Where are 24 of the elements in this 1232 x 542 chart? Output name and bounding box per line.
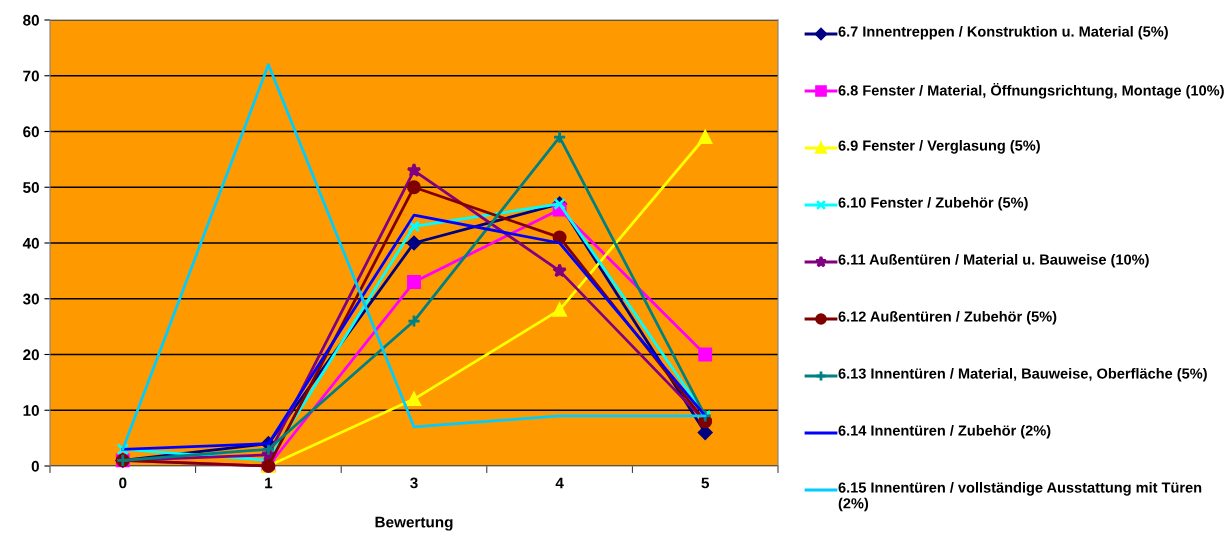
legend-label: 6.9 Fenster / Verglasung (5%) — [838, 140, 1040, 154]
x-tick-label: 5 — [701, 477, 710, 489]
x-axis-title: Bewertung — [375, 516, 453, 531]
legend-label: 6.13 Innentüren / Material, Bauweise, Oberfläche (5%) — [838, 368, 1207, 382]
y-tick-label: 0 — [31, 460, 39, 472]
legend-label: 6.12 Außentüren / Zubehör (5%) — [838, 311, 1057, 325]
legend-label: 6.10 Fenster / Zubehör (5%) — [838, 197, 1028, 211]
y-tick-label: 60 — [23, 126, 39, 138]
legend-label: 6.11 Außentüren / Material u. Bauweise (10%) — [838, 254, 1149, 268]
x-tick-label: 1 — [265, 477, 273, 489]
y-tick-label: 10 — [23, 405, 39, 416]
y-tick-label: 50 — [23, 182, 39, 193]
y-tick-label: 30 — [22, 293, 39, 305]
x-tick-label: 0 — [119, 477, 127, 489]
y-tick-label: 20 — [23, 349, 39, 361]
y-tick-label: 70 — [23, 70, 39, 82]
y-tick-label: 40 — [22, 237, 39, 249]
legend-label: 6.14 Innentüren / Zubehör (2%) — [838, 425, 1051, 439]
legend-label: 6.8 Fenster / Material, Öffnungsrichtung, Montage (10%) — [838, 83, 1224, 99]
x-tick-label: 4 — [555, 477, 564, 489]
y-tick-label: 80 — [23, 14, 39, 26]
legend-label: 6.7 Innentreppen / Konstruktion u. Material (5%) — [838, 26, 1168, 40]
legend-label: 6.15 Innentüren / vollständige Ausstattung mit Türen (2%) — [838, 482, 1202, 512]
x-tick-label: 3 — [410, 477, 418, 489]
